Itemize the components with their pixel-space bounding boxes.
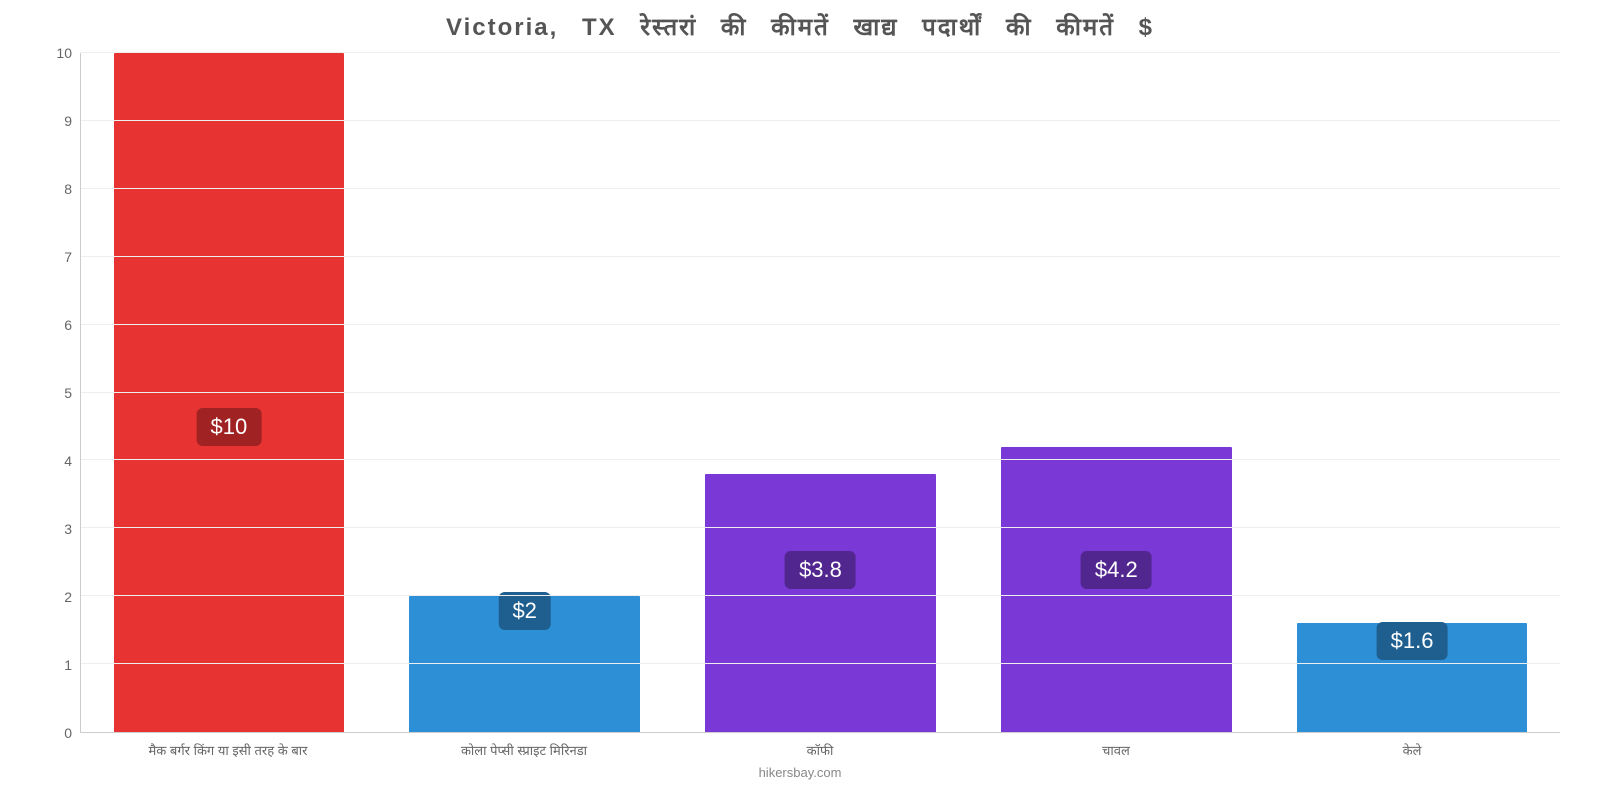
- y-axis: 109876543210: [40, 53, 80, 733]
- grid-line: [81, 188, 1560, 189]
- x-tick: कोला पेप्सी स्प्राइट मिरिनडा: [376, 741, 672, 759]
- grid-line: [81, 392, 1560, 393]
- grid-line: [81, 256, 1560, 257]
- grid-line: [81, 527, 1560, 528]
- bar: $1.6: [1297, 623, 1528, 732]
- bar-value-label: $4.2: [1081, 551, 1152, 589]
- bars-row: $10 $2 $3.8 $4.2 $1.6: [81, 53, 1560, 732]
- bar-chart: Victoria, TX रेस्तरां की कीमतें खाद्य पद…: [0, 0, 1600, 800]
- x-tick: कॉफी: [672, 741, 968, 759]
- bar-slot: $2: [377, 53, 673, 732]
- bars-region: $10 $2 $3.8 $4.2 $1.6: [80, 53, 1560, 733]
- grid-line: [81, 120, 1560, 121]
- bar-slot: $4.2: [968, 53, 1264, 732]
- grid-line: [81, 52, 1560, 53]
- x-tick: केले: [1264, 741, 1560, 759]
- x-axis: मैक बर्गर किंग या इसी तरह के बारकोला पेप…: [80, 733, 1560, 759]
- plot-area: 109876543210 $10 $2 $3.8 $4.2 $1.6: [40, 53, 1560, 733]
- chart-title: Victoria, TX रेस्तरां की कीमतें खाद्य पद…: [40, 10, 1560, 43]
- x-tick: चावल: [968, 741, 1264, 759]
- bar-value-label: $10: [197, 408, 262, 446]
- grid-line: [81, 324, 1560, 325]
- bar-slot: $1.6: [1264, 53, 1560, 732]
- bar-value-label: $2: [498, 592, 550, 630]
- grid-line: [81, 459, 1560, 460]
- attribution: hikersbay.com: [40, 765, 1560, 780]
- bar-value-label: $1.6: [1377, 622, 1448, 660]
- bar: $10: [114, 53, 345, 732]
- grid-line: [81, 663, 1560, 664]
- grid-line: [81, 595, 1560, 596]
- bar-slot: $3.8: [673, 53, 969, 732]
- x-tick: मैक बर्गर किंग या इसी तरह के बार: [80, 741, 376, 759]
- bar-value-label: $3.8: [785, 551, 856, 589]
- bar: $4.2: [1001, 447, 1232, 732]
- bar-slot: $10: [81, 53, 377, 732]
- bar: $3.8: [705, 474, 936, 732]
